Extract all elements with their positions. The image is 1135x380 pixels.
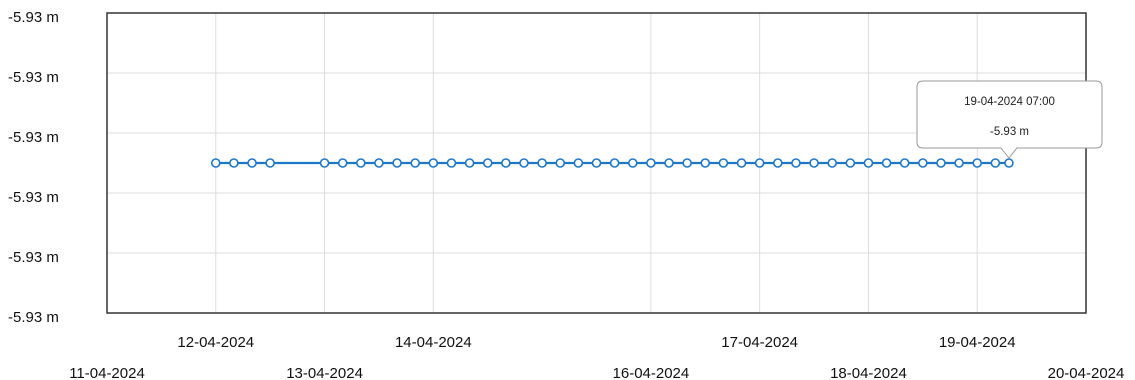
x-tick-label: 18-04-2024 <box>830 365 907 380</box>
x-tick-label: 12-04-2024 <box>177 334 254 351</box>
y-tick-label: -5.93 m <box>8 309 59 326</box>
series-point[interactable] <box>881 158 892 168</box>
tooltip-box <box>916 80 1103 159</box>
series-point[interactable] <box>501 158 511 168</box>
series-point[interactable] <box>573 158 584 168</box>
y-axis-tick-labels: -5.93 m -5.93 m -5.93 m -5.93 m -5.93 m -5.93… <box>8 9 59 326</box>
series-point[interactable] <box>809 158 819 168</box>
series-point[interactable] <box>519 158 529 168</box>
series-point[interactable] <box>664 158 674 168</box>
series-point[interactable] <box>229 158 239 168</box>
series-point[interactable] <box>337 158 348 168</box>
x-tick-label: 13-04-2024 <box>286 365 363 380</box>
series-point[interactable] <box>936 158 946 168</box>
tooltip-date: 19-04-2024 07:00 <box>964 96 1055 108</box>
x-tick-label: 11-04-2024 <box>69 365 145 380</box>
y-tick-label: -5.93 m <box>8 129 59 146</box>
plot-area-frame <box>106 12 1087 314</box>
series-marker-group <box>210 158 1014 168</box>
series-point[interactable] <box>319 158 330 168</box>
series-point[interactable] <box>700 158 711 168</box>
series-point[interactable] <box>754 158 765 168</box>
series-point[interactable] <box>954 158 964 168</box>
series-point[interactable] <box>482 158 493 168</box>
series-point[interactable] <box>990 158 1001 168</box>
series-point[interactable] <box>791 158 801 168</box>
x-tick-label: 17-04-2024 <box>721 334 798 351</box>
tooltip-value: -5.93 m <box>990 126 1029 138</box>
x-axis-tick-labels: 11-04-2024 12-04-2024 13-04-2024 14-04-2024… <box>69 334 1124 380</box>
y-tick-label: -5.93 m <box>8 69 59 86</box>
y-tick-label: -5.93 m <box>8 189 59 206</box>
x-tick-label: 20-04-2024 <box>1048 365 1125 380</box>
series-point[interactable] <box>537 158 547 168</box>
series-point[interactable] <box>428 158 439 168</box>
data-tooltip: 19-04-2024 07:00 -5.93 m <box>916 80 1103 159</box>
series-point[interactable] <box>446 158 457 168</box>
series-point[interactable] <box>972 158 983 168</box>
series-point[interactable] <box>918 158 928 168</box>
series-point[interactable] <box>555 158 566 168</box>
series-point[interactable] <box>718 158 729 168</box>
series-point[interactable] <box>845 158 856 168</box>
x-tick-label: 19-04-2024 <box>939 334 1016 351</box>
series-point[interactable] <box>682 158 692 168</box>
series-point[interactable] <box>863 158 874 168</box>
series-point[interactable] <box>265 158 275 168</box>
series-point[interactable] <box>247 158 257 168</box>
x-tick-label: 16-04-2024 <box>613 365 690 380</box>
series-point[interactable] <box>736 158 747 168</box>
series-point[interactable] <box>609 158 620 168</box>
series-point[interactable] <box>772 158 783 168</box>
series-point[interactable] <box>627 158 638 168</box>
series-point[interactable] <box>356 158 366 168</box>
y-tick-label: -5.93 m <box>8 9 59 26</box>
series-point[interactable] <box>899 158 910 168</box>
series-point[interactable] <box>1004 158 1014 168</box>
x-tick-label: 14-04-2024 <box>395 334 472 351</box>
series-point[interactable] <box>410 158 421 168</box>
series-point[interactable] <box>646 158 656 168</box>
series-point[interactable] <box>210 158 221 168</box>
series-point[interactable] <box>827 158 837 168</box>
series-point[interactable] <box>374 158 384 168</box>
series-point[interactable] <box>591 158 602 168</box>
series-point[interactable] <box>392 158 402 168</box>
y-tick-label: -5.93 m <box>8 249 59 266</box>
series-point[interactable] <box>464 158 475 168</box>
